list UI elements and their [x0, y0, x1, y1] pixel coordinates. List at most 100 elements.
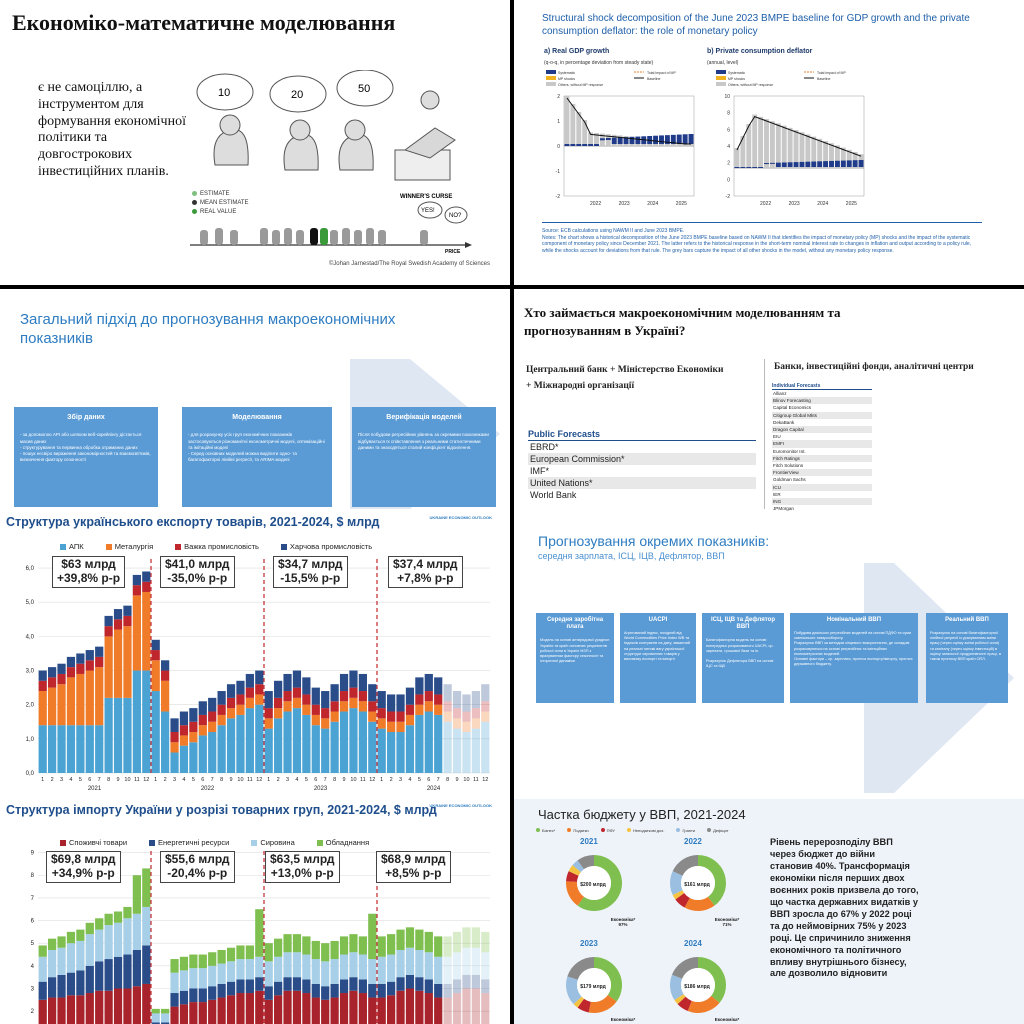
x-tick-label: 9	[343, 777, 346, 783]
bar-segment	[302, 694, 311, 705]
bar-segment	[245, 673, 254, 688]
donut-slice	[566, 871, 579, 882]
bar-other	[740, 136, 746, 168]
bar-systematic	[599, 138, 605, 141]
bar-segment	[113, 619, 123, 630]
bar-segment	[255, 977, 264, 991]
bar-segment	[95, 918, 104, 930]
year-label: 2023	[580, 939, 598, 948]
bar-segment	[95, 667, 104, 726]
bar-segment	[236, 979, 245, 994]
bar-systematic	[858, 160, 864, 167]
x-tick-label: 1	[380, 777, 383, 783]
bar-segment	[142, 571, 151, 582]
bar-segment	[170, 993, 179, 1007]
bar-segment	[358, 954, 367, 980]
bar-segment	[264, 691, 273, 709]
bar-segment	[255, 990, 264, 1024]
bar-segment	[179, 990, 189, 1005]
bar-segment	[161, 711, 170, 773]
bar-segment	[415, 714, 424, 773]
bar-segment	[424, 673, 433, 692]
legend-item: Дефіцит	[707, 828, 729, 833]
bar-segment	[358, 979, 367, 994]
slide2-notes: Source: ECB calculations using NAWM II a…	[542, 228, 982, 254]
bar-segment	[38, 680, 47, 692]
bar-segment	[255, 670, 264, 685]
legend-item: REAL VALUE	[192, 208, 249, 217]
bar-segment	[377, 728, 386, 773]
step-data-collection: Збір даних - за допомогою API або шляхом…	[14, 407, 158, 507]
individual-forecaster-row: EIU	[773, 434, 781, 440]
bar-segment	[424, 691, 433, 702]
bar-segment	[161, 680, 170, 712]
bar-systematic	[823, 161, 829, 167]
bar-segment	[292, 977, 302, 991]
legend-item: Важка промисловість	[175, 542, 259, 551]
x-tick-label: 11	[473, 777, 479, 783]
bar-segment	[76, 725, 85, 773]
bar-segment	[264, 708, 273, 719]
x-tick-label: 8	[333, 777, 336, 783]
bar-segment	[245, 687, 254, 698]
bar-segment	[471, 728, 480, 773]
bar-segment	[368, 913, 377, 960]
bar-segment	[245, 993, 254, 1024]
bar-segment	[424, 701, 433, 712]
bar-systematic	[605, 138, 611, 140]
bar-segment	[274, 995, 283, 1024]
step-heading: Верифікація моделей	[386, 414, 462, 421]
bar-segment	[434, 983, 443, 998]
bar-segment	[48, 687, 57, 726]
y-tick-label: 2	[557, 94, 560, 100]
bar-segment	[132, 875, 141, 914]
yes-label: YES!	[421, 208, 435, 214]
individual-forecaster-row: ICU	[772, 483, 872, 491]
bar-segment	[283, 691, 292, 702]
bar-segment	[48, 725, 57, 773]
bar-segment	[66, 995, 76, 1024]
bar-segment	[57, 936, 66, 948]
bar-segment	[274, 680, 283, 698]
bar-segment	[368, 684, 377, 702]
public-forecaster-row: EBRD*	[530, 442, 559, 452]
legend-swatch	[716, 82, 726, 86]
bar-segment	[179, 1004, 189, 1024]
x-tick-label: 4	[408, 777, 411, 783]
bar-systematic	[570, 144, 576, 146]
legend-swatch	[716, 70, 726, 74]
bar-segment	[321, 708, 330, 719]
bar-segment	[358, 691, 367, 702]
legend-item: Енергетичні ресурси	[149, 838, 229, 847]
key-box-2024: $68,9 млрд +8,5% р-р	[376, 851, 451, 883]
bar-segment	[226, 981, 236, 996]
bar-other	[799, 132, 805, 168]
bar-segment	[424, 952, 433, 980]
bar-segment	[471, 927, 480, 948]
bar-segment	[471, 718, 480, 729]
bar-segment	[48, 977, 57, 998]
x-tick-label: 6	[314, 777, 317, 783]
legend-label: Others, without MP response	[728, 83, 773, 87]
bar-segment	[283, 673, 292, 692]
donut-slice	[687, 995, 720, 1013]
bar-segment	[443, 936, 452, 957]
step-heading: Збір даних	[67, 414, 105, 421]
bar-segment	[387, 711, 396, 722]
bar-segment	[104, 959, 113, 991]
donut-hole	[577, 866, 611, 900]
export-chart: 0,01,02,03,04,05,06,01 2 3 4 5 6 7 8 9 10 11 12 1 2 3 4…	[26, 559, 490, 792]
y-tick-label: 10	[724, 94, 730, 100]
legend-swatch	[716, 76, 726, 80]
bar-segment	[170, 959, 179, 973]
x-tick-label: 1	[154, 777, 157, 783]
bar-segment	[339, 979, 349, 994]
x-tick-label: 11	[134, 777, 140, 783]
bar-other	[846, 149, 852, 168]
donut-hole	[577, 968, 611, 1002]
divider	[764, 359, 765, 509]
bar-segment	[85, 660, 94, 671]
bar-segment	[208, 697, 217, 712]
y-tick-label: 4	[31, 964, 35, 970]
bar-segment	[113, 629, 123, 698]
